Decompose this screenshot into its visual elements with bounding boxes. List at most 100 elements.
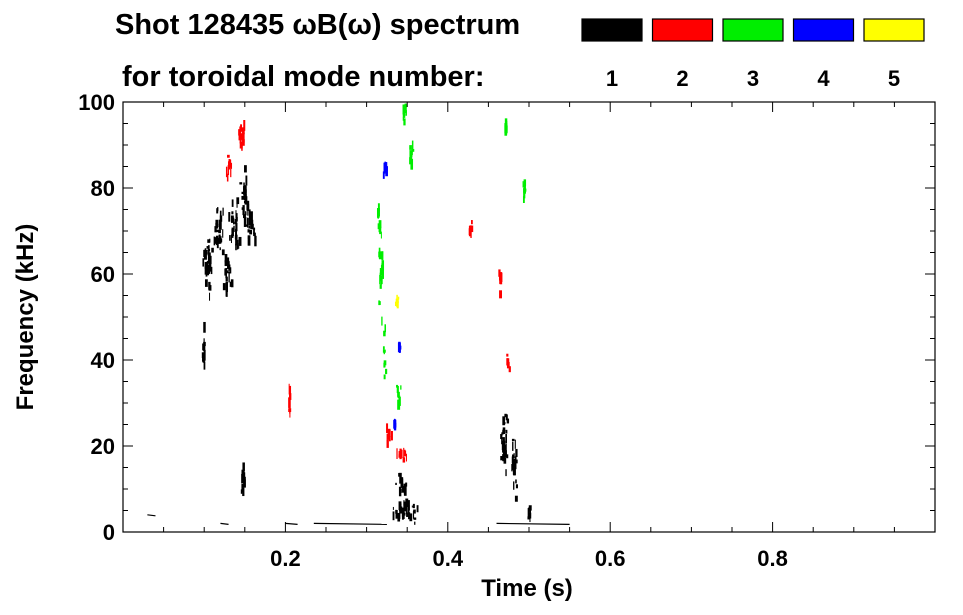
mode-1-point	[500, 434, 503, 440]
mode-1-point	[225, 281, 228, 288]
mode-1-point	[502, 431, 504, 435]
mode-1-point	[244, 193, 247, 204]
mode-1-point	[243, 214, 246, 219]
mode-1-cluster	[395, 472, 408, 497]
mode-1-point	[227, 262, 230, 270]
x-axis-label: Time (s)	[481, 575, 573, 602]
mode-1-point	[203, 249, 205, 258]
chart-subtitle: for toroidal mode number:	[122, 61, 485, 93]
mode-1-point	[501, 437, 503, 445]
series-mode-5	[394, 294, 400, 309]
mode-1-point	[210, 255, 212, 265]
mode-1-point	[236, 201, 238, 208]
mode-2-point	[468, 228, 471, 235]
mode-1-point	[502, 427, 506, 431]
mode-1-point	[229, 235, 231, 241]
mode-2-point	[390, 431, 393, 441]
mode-3-point	[399, 395, 401, 399]
mode-1-point	[398, 486, 402, 497]
mode-3-point	[380, 271, 382, 274]
mode-1-point	[218, 219, 222, 230]
mode-1-point	[216, 208, 219, 214]
mode-1-point	[254, 235, 257, 247]
mode-1-point	[203, 343, 206, 354]
mode-3-point	[377, 203, 380, 212]
mode-1-point	[244, 185, 247, 194]
mode-1-point	[241, 469, 245, 475]
mode-1-point	[248, 209, 251, 219]
mode-1-point	[241, 473, 244, 484]
mode-1-point	[229, 281, 232, 287]
mode-1-point	[236, 239, 239, 250]
mode-1-point	[242, 205, 245, 216]
mode-1-point	[214, 237, 218, 244]
legend-label-mode-1: 1	[606, 66, 618, 91]
mode-1-point	[502, 416, 505, 426]
mode-1-point	[206, 264, 210, 270]
mode-1-point	[208, 254, 210, 259]
mode-2-point	[386, 423, 389, 434]
mode-2-cluster	[386, 423, 393, 448]
mode-1-point	[411, 505, 413, 508]
mode-1-cluster	[221, 249, 234, 297]
mode-3-point	[504, 118, 508, 125]
mode-1-point	[408, 512, 411, 520]
mode-3-cluster	[504, 118, 508, 136]
mode-2-point	[498, 269, 501, 277]
mode-1-point	[204, 279, 208, 287]
mode-1-point	[248, 217, 251, 226]
mode-3-point	[378, 209, 380, 217]
mode-3-point	[522, 196, 525, 203]
mode-1-point	[204, 266, 207, 275]
mode-2-point	[508, 366, 511, 373]
mode-2-point	[228, 161, 230, 168]
y-tick-label: 100	[78, 90, 115, 115]
y-tick-label: 0	[103, 520, 115, 545]
mode-3-point	[403, 118, 406, 126]
mode-1-cluster	[511, 438, 518, 502]
baseline-segment	[496, 522, 570, 525]
mode-1-point	[202, 357, 205, 363]
mode-2-point	[289, 406, 291, 418]
mode-1-point	[513, 453, 515, 459]
mode-1-point	[235, 222, 238, 232]
mode-1-point	[222, 207, 224, 216]
mode-1-point	[402, 512, 406, 516]
mode-5-point	[396, 294, 398, 301]
mode-3-point	[397, 391, 400, 399]
mode-2-point	[402, 457, 406, 463]
mode-1-point	[224, 260, 228, 267]
mode-2-point	[227, 154, 230, 158]
mode-1-point	[246, 203, 250, 211]
mode-1-point	[399, 472, 402, 484]
mode-1-point	[401, 510, 404, 520]
mode-3-point	[409, 145, 412, 150]
series-mode-2	[225, 120, 511, 463]
mode-1-point	[225, 291, 228, 297]
mode-2-point	[243, 132, 245, 141]
mode-1-point	[513, 481, 515, 490]
mode-3-point	[378, 224, 381, 233]
mode-1-point	[400, 510, 403, 514]
mode-1-point	[232, 221, 235, 225]
mode-1-point	[253, 232, 256, 237]
mode-2-point	[398, 454, 402, 458]
mode-1-point	[395, 482, 397, 485]
mode-1-point	[207, 239, 211, 243]
mode-1-point	[527, 516, 531, 520]
mode-1-point	[400, 480, 403, 488]
y-tick-label: 40	[91, 348, 115, 373]
mode-1-point	[215, 222, 218, 229]
mode-1-point	[513, 470, 515, 476]
mode-1-point	[501, 440, 505, 451]
mode-1-cluster	[201, 321, 206, 370]
mode-3-point	[377, 214, 379, 219]
mode-3-point	[385, 368, 388, 375]
mode-4-point	[385, 166, 388, 177]
mode-2-point	[243, 120, 246, 131]
mode-1-point	[505, 443, 507, 451]
mode-3-point	[378, 220, 382, 229]
mode-1-point	[242, 462, 245, 471]
mode-1-point	[406, 512, 410, 517]
mode-1-point	[231, 211, 234, 215]
